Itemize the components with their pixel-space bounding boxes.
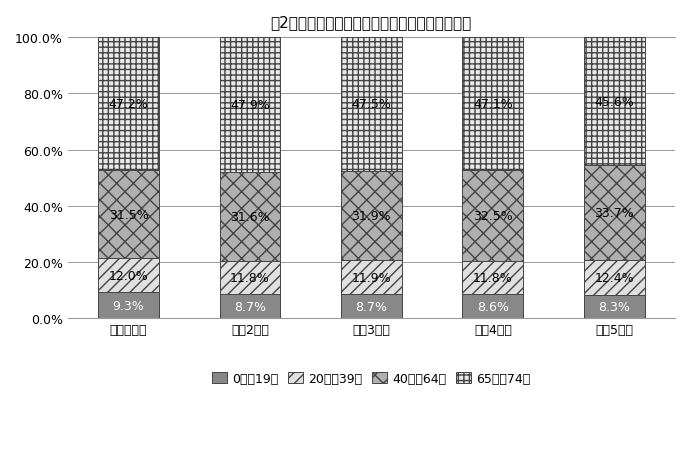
- Text: 11.8%: 11.8%: [473, 272, 513, 285]
- Bar: [98, 259, 159, 293]
- Bar: [462, 38, 523, 170]
- Legend: 0歳～19歳, 20歳～39歳, 40歳～64歳, 65歳～74歳: 0歳～19歳, 20歳～39歳, 40歳～64歳, 65歳～74歳: [207, 367, 535, 390]
- Text: 8.3%: 8.3%: [598, 300, 630, 313]
- Text: 32.5%: 32.5%: [473, 209, 513, 222]
- Bar: [341, 294, 402, 319]
- Text: 33.7%: 33.7%: [594, 207, 634, 220]
- Bar: [98, 293, 159, 319]
- Text: 8.7%: 8.7%: [234, 300, 266, 313]
- Bar: [462, 262, 523, 295]
- Text: 12.0%: 12.0%: [108, 269, 148, 282]
- Bar: [98, 170, 159, 259]
- Text: 12.4%: 12.4%: [595, 272, 634, 285]
- Bar: [462, 170, 523, 262]
- Text: 8.6%: 8.6%: [477, 300, 509, 313]
- Text: 9.3%: 9.3%: [112, 299, 144, 312]
- Bar: [341, 171, 402, 261]
- Text: 47.9%: 47.9%: [230, 99, 270, 112]
- Text: 47.5%: 47.5%: [351, 98, 391, 111]
- Bar: [584, 295, 644, 319]
- Bar: [462, 295, 523, 319]
- Text: 11.8%: 11.8%: [230, 271, 270, 284]
- Bar: [219, 261, 280, 294]
- Bar: [219, 294, 280, 319]
- Text: 31.5%: 31.5%: [108, 208, 148, 221]
- Bar: [341, 38, 402, 171]
- Text: 31.9%: 31.9%: [352, 210, 391, 223]
- Text: 31.6%: 31.6%: [230, 210, 270, 223]
- Bar: [584, 261, 644, 295]
- Bar: [98, 38, 159, 170]
- Bar: [584, 166, 644, 261]
- Text: 8.7%: 8.7%: [355, 300, 387, 313]
- Bar: [219, 38, 280, 172]
- Bar: [219, 172, 280, 261]
- Bar: [341, 261, 402, 294]
- Title: 囲2　年度末における被保険者の年齢構成の推移: 囲2 年度末における被保険者の年齢構成の推移: [270, 15, 472, 30]
- Text: 45.6%: 45.6%: [594, 96, 634, 109]
- Bar: [584, 38, 644, 166]
- Text: 11.9%: 11.9%: [352, 271, 391, 284]
- Text: 47.1%: 47.1%: [473, 97, 513, 110]
- Text: 47.2%: 47.2%: [108, 98, 148, 111]
